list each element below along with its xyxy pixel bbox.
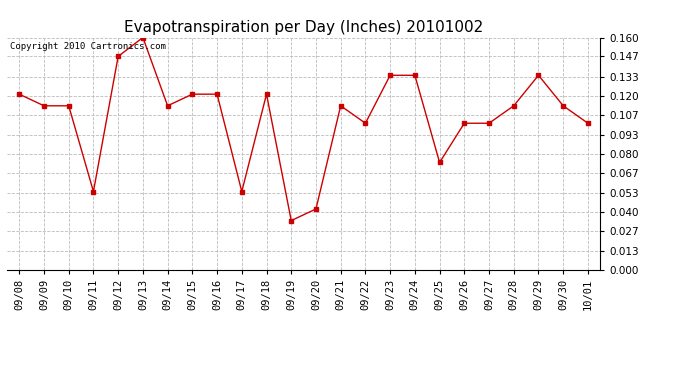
Text: Copyright 2010 Cartronics.com: Copyright 2010 Cartronics.com bbox=[10, 42, 166, 51]
Title: Evapotranspiration per Day (Inches) 20101002: Evapotranspiration per Day (Inches) 2010… bbox=[124, 20, 483, 35]
